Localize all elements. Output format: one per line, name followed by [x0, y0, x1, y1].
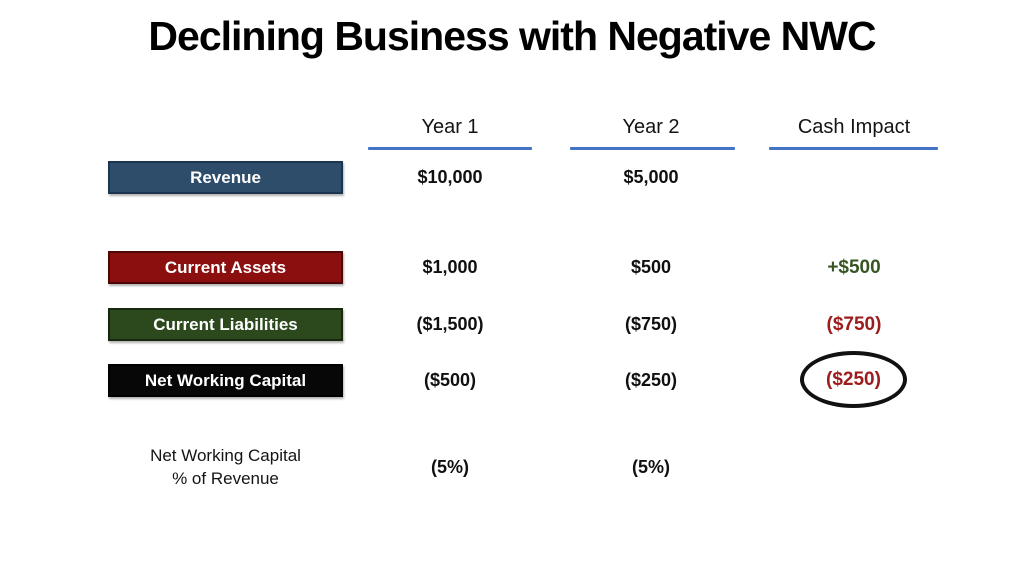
row-label-text: Revenue — [190, 167, 261, 187]
row-label-net-working-capital: Net Working Capital — [108, 364, 343, 397]
column-header-year2: Year 2 — [622, 116, 680, 138]
cell-nwc-year1: ($500) — [423, 370, 477, 390]
cell-current-assets-year2: $500 — [630, 257, 672, 277]
header-underline-cash-impact — [769, 147, 938, 150]
row-label-revenue: Revenue — [108, 161, 343, 194]
cell-nwc-percent-year2: (5%) — [631, 457, 670, 477]
cell-revenue-year1: $10,000 — [417, 167, 483, 187]
cell-current-assets-year1: $1,000 — [422, 257, 478, 277]
header-underline-year2 — [570, 147, 735, 150]
row-label-text: Net Working Capital — [144, 370, 307, 390]
cell-current-liabilities-cash-impact: ($750) — [826, 314, 882, 335]
cell-current-assets-cash-impact: +$500 — [827, 257, 881, 278]
row-label-text: Current Assets — [164, 257, 287, 277]
column-header-year1: Year 1 — [421, 116, 479, 138]
highlight-ellipse: ($250) — [800, 351, 907, 408]
cell-revenue-year2: $5,000 — [623, 167, 679, 187]
header-underline-year1 — [368, 147, 532, 150]
column-header-cash-impact: Cash Impact — [797, 116, 911, 138]
page-title: Declining Business with Negative NWC — [148, 13, 876, 59]
cell-nwc-year2: ($250) — [624, 370, 678, 390]
row-label-current-liabilities: Current Liabilities — [108, 308, 343, 341]
row-label-current-assets: Current Assets — [108, 251, 343, 284]
cell-nwc-cash-impact: ($250) — [826, 368, 881, 390]
row-label-text: Current Liabilities — [153, 314, 298, 334]
cell-current-liabilities-year2: ($750) — [624, 314, 678, 334]
cell-current-liabilities-year1: ($1,500) — [416, 314, 484, 334]
cell-nwc-percent-year1: (5%) — [430, 457, 469, 477]
row-label-nwc-percent-of-revenue: Net Working Capital % of Revenue — [150, 446, 301, 488]
